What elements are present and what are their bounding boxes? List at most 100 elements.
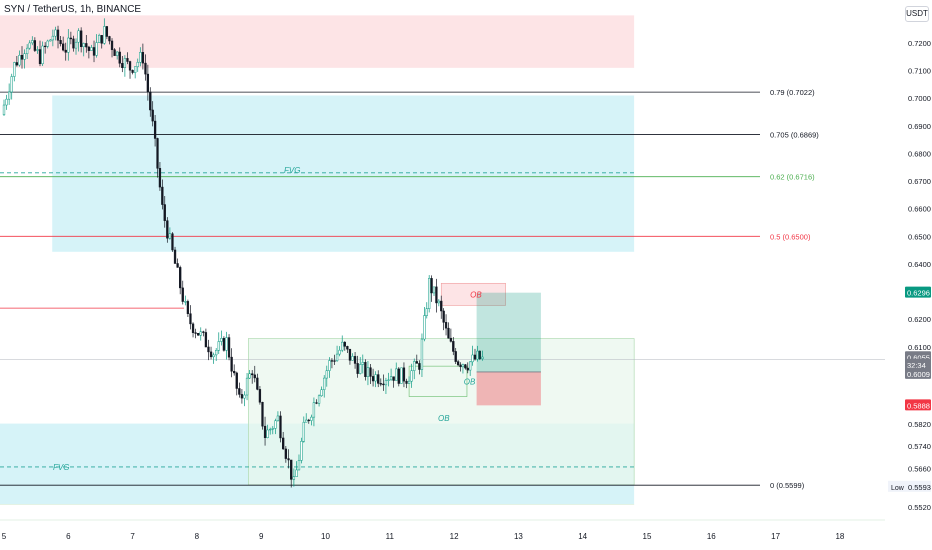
time-tick-label: 17 [771,532,780,541]
candle-body [171,233,174,251]
low-label: Low [891,485,905,492]
candle-body [116,51,119,56]
time-tick-label: 18 [835,532,844,541]
symbol-title[interactable]: SYN / TetherUS, 1h, BINANCE [4,4,142,15]
candle-body [62,43,65,51]
candle-body [269,428,272,431]
candle-body [440,300,443,312]
candle-body [335,353,339,362]
price-badge-label: 0.6055 [907,353,930,362]
time-axis-bg [0,520,885,550]
currency-unit-button[interactable]: USDT [905,6,929,22]
candle-body [320,389,323,397]
candle-body [271,428,274,430]
candle-body [377,374,380,384]
candle-body [31,40,34,44]
candle-body [126,58,129,62]
long-position-stop-zone[interactable] [476,371,541,406]
candle-body [158,168,162,188]
price-badge-label: 0.6296 [907,289,930,298]
candle-body [464,364,467,369]
candle-body [310,416,313,421]
candle-body [36,49,39,51]
candle-body [146,73,150,93]
candle-body [400,367,403,384]
fvg-label-upper: FVG [284,166,300,175]
time-tick-label: 7 [130,532,135,541]
fib-level-label: 0.62 (0.6716) [770,173,815,182]
candle-body [415,361,418,364]
price-badge [905,399,931,411]
price-tick-label: 0.6400 [908,260,931,269]
candle-body [328,360,331,371]
candle-body [95,42,98,56]
candle-body [204,332,208,348]
candle-body [82,43,85,48]
candle-body [77,30,80,43]
candle-body [356,363,359,374]
fvg-zone-upper [52,95,635,252]
candle-body [235,372,238,389]
candle-body [230,356,233,372]
candle-body [279,415,282,439]
time-tick-label: 9 [259,532,264,541]
candle-body [74,41,78,49]
candle-body [418,363,421,370]
candle-body [300,441,303,461]
candle-body [371,376,375,382]
candle-body [163,204,166,221]
candle-body [248,373,251,379]
candle-body [51,35,55,41]
candle-body [466,367,469,371]
low-marker [888,480,931,492]
candle-body [46,40,49,47]
fib-level-label: 0 (0.5599) [770,481,805,490]
long-position-target-zone[interactable] [476,292,541,372]
candle-body [194,332,197,334]
order-block-red-box [440,282,506,306]
candle-body [253,374,256,379]
candle-body [38,49,42,65]
candle-body [359,364,362,374]
candle-body [186,301,190,314]
price-badge-label: 32:34 [907,361,926,370]
candle-body [442,310,445,323]
candle-body [151,109,154,122]
candle-body [113,49,116,56]
candle-body [168,233,172,239]
candle-body [282,437,285,450]
candle-body [15,62,19,66]
candle-body [80,30,83,48]
order-block-label-upper: OB [464,377,476,386]
candle-body [261,401,264,427]
candle-body [197,333,200,336]
candle-body [5,98,8,106]
low-value: 0.5593 [908,483,931,492]
candle-body [312,402,316,418]
candle-body [131,69,134,73]
candle-body [343,341,346,347]
candle-body [402,367,406,382]
price-tick-label: 0.7100 [908,67,931,76]
candle-body [98,35,101,43]
time-axis[interactable]: 5 6 7 8 9 10 11 12 13 14 15 16 17 18 [0,519,885,550]
candles-layer [2,18,484,488]
price-axis[interactable]: 0.7200 0.7100 0.7000 0.6900 0.6800 0.6700 0.66… [885,0,932,550]
candle-body [123,58,127,68]
candle-body [263,425,267,438]
candle-body [166,220,169,239]
zones-layer [0,15,635,505]
candle-body [338,349,341,355]
grid-layer: 0.79 (0.7022) 0.705 (0.6869) 0.62 (0.6716)… [0,88,885,490]
price-badge-label: 0.6009 [907,370,930,379]
fib-level-label: 0.79 (0.7022) [770,88,815,97]
candle-body [238,388,241,395]
candle-body [428,278,431,309]
candle-body [290,459,293,480]
candle-body [341,341,344,351]
candle-body [330,360,334,362]
candle-body [54,29,57,37]
candle-body [181,287,184,302]
candle-body [364,362,367,377]
